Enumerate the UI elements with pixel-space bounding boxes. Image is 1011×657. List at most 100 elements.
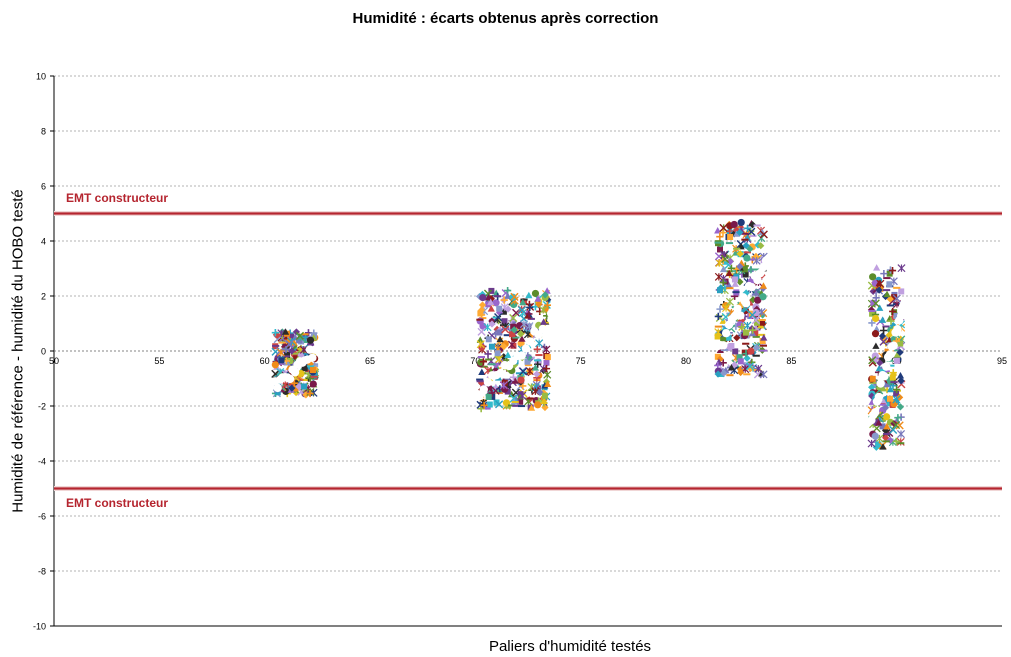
data-point — [487, 305, 495, 312]
data-point — [727, 363, 736, 371]
data-point — [727, 234, 734, 241]
data-point — [714, 328, 723, 337]
data-point — [719, 265, 728, 273]
data-point — [716, 346, 724, 353]
data-point-white — [517, 351, 526, 360]
data-point — [886, 436, 894, 444]
data-point — [518, 391, 527, 400]
data-point — [732, 348, 739, 355]
data-point — [496, 335, 504, 343]
data-point — [752, 335, 760, 338]
y-tick-label: 0 — [41, 347, 46, 357]
data-point — [534, 295, 542, 302]
data-point — [871, 299, 880, 308]
upper-limit-label: EMT constructeur — [66, 191, 169, 205]
data-point — [759, 282, 768, 289]
data-point — [512, 308, 521, 317]
data-point — [714, 227, 722, 234]
y-tick-label: -8 — [38, 567, 46, 577]
data-point — [876, 304, 884, 311]
data-point — [747, 266, 755, 274]
data-point — [882, 432, 891, 435]
data-point — [749, 296, 757, 304]
data-point — [730, 361, 739, 369]
data-point — [488, 320, 496, 328]
data-point — [543, 359, 550, 366]
data-point — [485, 358, 493, 361]
data-point — [871, 330, 880, 338]
data-point — [889, 307, 897, 316]
data-point — [741, 266, 748, 273]
data-point-white — [759, 263, 768, 272]
data-point — [752, 308, 760, 317]
data-point — [479, 358, 487, 366]
data-point — [526, 397, 534, 400]
data-point — [726, 257, 734, 266]
data-point — [500, 296, 508, 304]
data-point — [872, 342, 880, 349]
data-point — [869, 287, 877, 295]
data-point — [535, 354, 543, 357]
data-point — [296, 337, 303, 344]
data-point — [868, 383, 876, 391]
data-point — [714, 241, 722, 244]
data-point — [295, 383, 303, 391]
data-point-white — [885, 350, 895, 359]
reference-lines — [54, 211, 1002, 491]
data-point — [524, 364, 533, 367]
data-point — [868, 356, 877, 365]
data-point — [753, 367, 761, 370]
data-point — [897, 442, 905, 445]
data-point — [872, 443, 880, 451]
data-point — [749, 326, 757, 334]
data-point — [507, 404, 516, 407]
data-point — [889, 425, 898, 434]
data-point — [285, 340, 294, 349]
grid-lines — [54, 75, 1002, 572]
data-point — [869, 273, 877, 281]
data-point — [282, 345, 290, 354]
data-point — [283, 358, 291, 366]
data-point — [757, 242, 765, 250]
data-point — [883, 422, 891, 430]
data-point — [732, 291, 740, 294]
data-point-white — [542, 325, 552, 334]
data-point — [869, 381, 877, 384]
x-tick-label: 65 — [365, 356, 375, 366]
data-point-white — [483, 378, 493, 387]
data-point — [742, 289, 750, 297]
data-point — [743, 224, 752, 232]
data-point — [742, 271, 749, 278]
data-point — [721, 325, 729, 328]
data-point — [478, 368, 486, 375]
data-point — [714, 325, 722, 328]
data-point — [892, 437, 900, 445]
data-point — [876, 359, 884, 367]
data-point — [754, 319, 761, 326]
x-tick-label: 60 — [260, 356, 270, 366]
data-point — [500, 308, 507, 315]
data-point — [727, 264, 735, 272]
data-point — [885, 400, 892, 407]
data-point — [306, 389, 314, 398]
data-point — [720, 369, 728, 377]
data-point — [892, 395, 901, 404]
data-point — [716, 305, 724, 313]
data-point — [511, 401, 519, 404]
y-tick-label: -6 — [38, 512, 46, 522]
data-point — [509, 318, 517, 326]
data-point — [742, 241, 750, 250]
data-point — [879, 326, 888, 335]
data-point — [278, 357, 285, 364]
data-point — [868, 319, 876, 327]
data-point — [741, 349, 748, 356]
data-point — [297, 351, 305, 359]
data-point — [752, 256, 761, 265]
data-point — [534, 401, 542, 409]
data-point — [504, 351, 512, 358]
data-point — [542, 306, 549, 313]
data-point — [879, 443, 887, 450]
data-point — [519, 320, 528, 329]
data-point — [539, 305, 548, 314]
data-point — [759, 344, 768, 347]
